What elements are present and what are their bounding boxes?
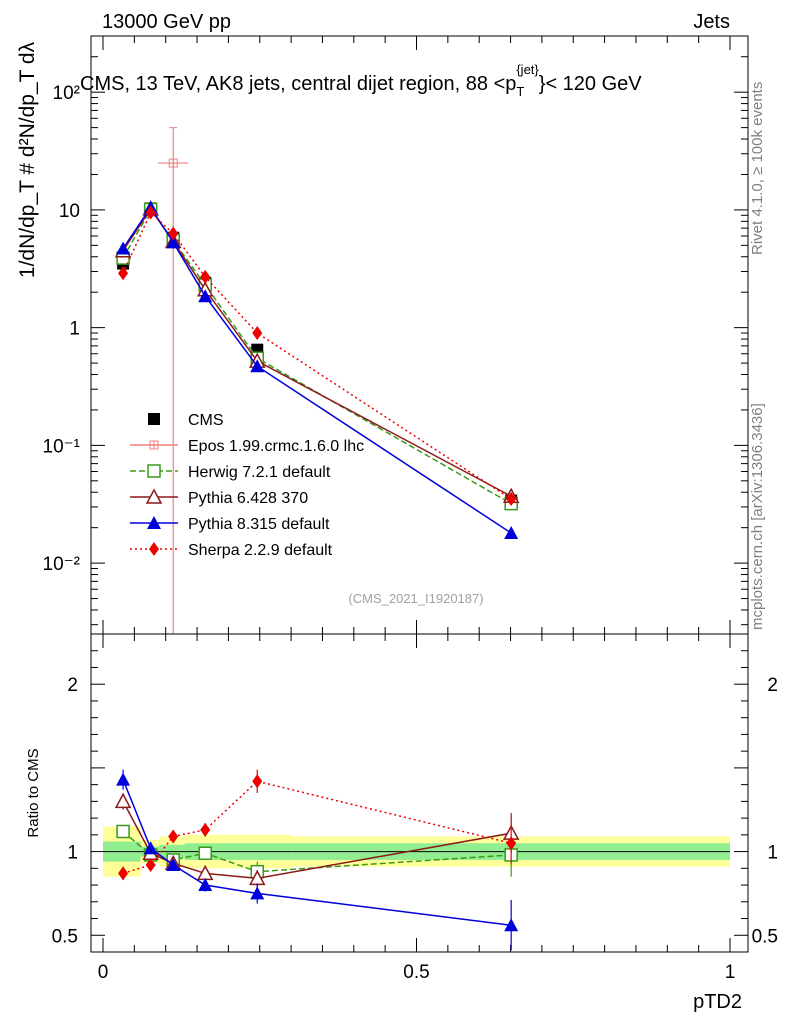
ratio-y-tick-label: 1 (67, 843, 78, 864)
pythia-8-315-default-point (198, 289, 213, 303)
process-label: Jets (693, 11, 730, 33)
legend-label: Sherpa 2.2.9 default (188, 542, 333, 559)
y-tick-label: 10⁻² (43, 554, 81, 575)
rivet-side-label: Rivet 4.1.0, ≥ 100k events (749, 82, 766, 255)
plot-title-sub: T (516, 84, 524, 99)
sherpa-2-2-9-default-point (252, 326, 263, 341)
legend-label: Herwig 7.2.1 default (188, 464, 331, 481)
legend: CMS Epos 1.99.crmc.1.6.0 lhc Herwig 7.2.1 … (130, 412, 364, 559)
y-tick-label: 10⁻¹ (43, 436, 81, 457)
sherpa-2-2-9-default-ratio-point (252, 774, 263, 789)
sherpa-2-2-9-default-ratio-point (145, 857, 156, 872)
herwig-7-2-1-default-ratio-point (198, 846, 212, 861)
legend-label: Pythia 8.315 default (188, 516, 330, 533)
legend-marker (145, 488, 163, 504)
pythia-6-428-370-ratio-line (122, 801, 512, 880)
pythia-8-315-default-ratio-point (143, 841, 158, 855)
sherpa-2-2-9-default-point (506, 492, 517, 507)
pythia-8-315-default-ratio-line (122, 779, 512, 926)
main-y-axis-label: 1/dN/dp_T # d²N/dp_T dλ (16, 41, 39, 278)
pythia-8-315-default-ratio-point (198, 878, 213, 892)
pythia-8-315-default-point (116, 241, 131, 255)
sherpa-2-2-9-default-point (200, 269, 211, 284)
x-tick-label: 0.5 (403, 962, 429, 983)
ratio-y-tick-label: 0.5 (52, 926, 78, 947)
herwig-7-2-1-default-ratio-point (116, 824, 130, 839)
ratio-y-axis-title: Ratio to CMS (25, 748, 42, 837)
pythia-8-315-default-ratio-point (116, 772, 131, 786)
legend-marker (149, 542, 159, 556)
plot-title-tail: }< 120 GeV (539, 73, 643, 95)
sherpa-2-2-9-default-point (145, 205, 156, 220)
sherpa-2-2-9-default-ratio-point (168, 829, 179, 844)
plot-title: CMS, 13 TeV, AK8 jets, central dijet reg… (80, 62, 642, 99)
ratio-frame (90, 633, 749, 953)
sherpa-2-2-9-default-point (118, 266, 129, 281)
legend-marker (147, 516, 161, 529)
legend-marker (147, 464, 161, 478)
y-tick-label: 1 (69, 319, 80, 340)
ratio-y-tick-label-right: 1 (767, 843, 778, 864)
ratio-panel: 0 0.5 1 0.5 0.5 1 1 2 2 (52, 633, 778, 983)
mcplots-side-label: mcplots.cern.ch [arXiv:1306.3436] (749, 403, 766, 630)
analysis-id: (CMS_2021_I1920187) (348, 591, 483, 606)
legend-label: Pythia 6.428 370 (188, 490, 308, 507)
pythia-8-315-default-ratio-point (504, 918, 519, 932)
legend-label: Epos 1.99.crmc.1.6.0 lhc (188, 438, 364, 455)
y-tick-label: 10 (59, 201, 80, 222)
pythia-6-428-370-ratio-point (114, 792, 132, 809)
ratio-y-tick-label: 2 (67, 675, 78, 696)
pythia-8-315-default-line (122, 206, 512, 534)
x-tick-label: 0 (98, 962, 109, 983)
plot-title-main: CMS, 13 TeV, AK8 jets, central dijet reg… (80, 73, 516, 95)
pythia-6-428-370-line (122, 207, 512, 497)
ratio-y-tick-label-right: 2 (767, 675, 778, 696)
ratio-y-tick-label-right: 0.5 (752, 926, 778, 947)
x-tick-label: 1 (725, 962, 736, 983)
sherpa-2-2-9-default-ratio-line (122, 780, 512, 875)
y-tick-label: 10² (53, 83, 80, 104)
pythia-8-315-default-ratio-point (250, 886, 265, 900)
legend-marker (148, 413, 160, 425)
pythia-8-315-default-point (250, 359, 265, 373)
legend-label: CMS (188, 412, 224, 429)
sherpa-2-2-9-default-point (168, 226, 179, 241)
sherpa-2-2-9-default-ratio-point (200, 822, 211, 837)
sherpa-2-2-9-default-ratio-point (506, 836, 517, 851)
energy-label: 13000 GeV pp (102, 11, 231, 33)
herwig-7-2-1-default-line (122, 208, 512, 505)
pythia-8-315-default-point (166, 235, 181, 249)
plot-title-sup: {jet} (516, 62, 539, 77)
pythia-8-315-default-ratio-point (166, 857, 181, 871)
main-panel: 10⁻² 10⁻¹ 1 10 10² CMS Epos 1.99.crmc.1.6.0 lh… (43, 35, 749, 635)
sherpa-2-2-9-default-ratio-point (118, 866, 129, 881)
main-y-axis-title: 1/dN/dp_T # d²N/dp_T dλ (16, 41, 39, 278)
sherpa-2-2-9-default-line (122, 211, 512, 500)
x-axis-title: pTD2 (693, 991, 742, 1013)
pythia-8-315-default-point (504, 526, 519, 540)
